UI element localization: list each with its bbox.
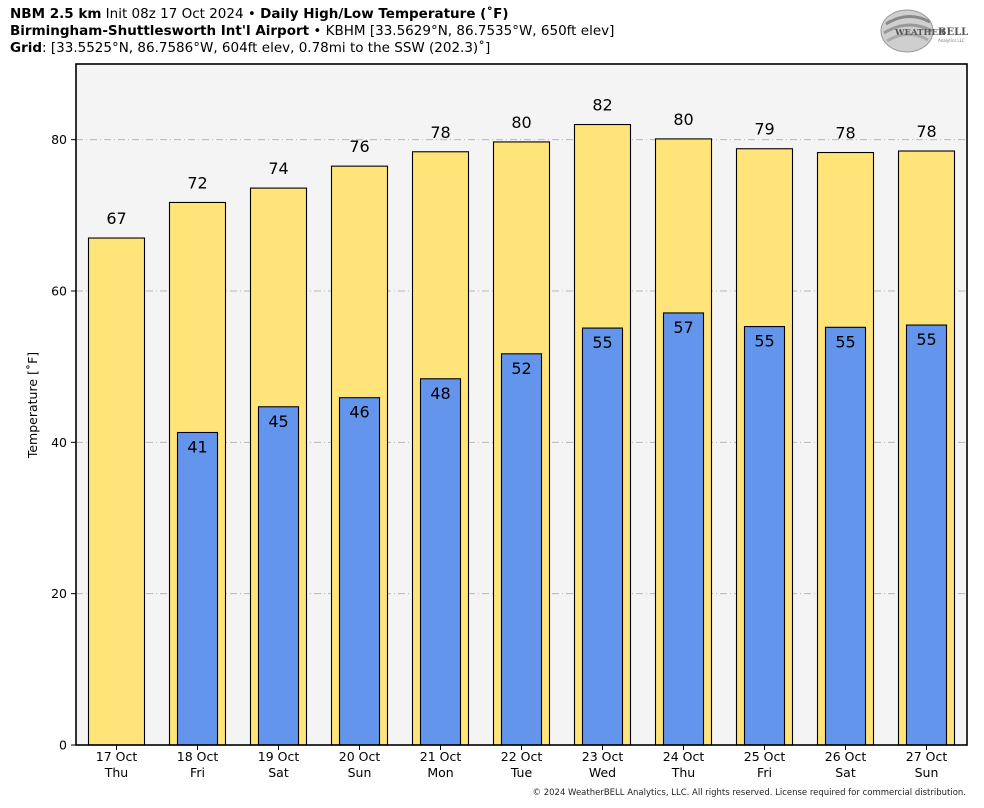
- x-tick-day: Thu: [104, 765, 128, 780]
- x-tick-day: Thu: [671, 765, 695, 780]
- low-temp-bar: [419, 378, 462, 746]
- x-tick-day: Fri: [190, 765, 205, 780]
- high-temp-label: 79: [754, 120, 774, 139]
- x-tick-date: 25 Oct: [744, 749, 786, 764]
- x-tick-day: Sat: [835, 765, 856, 780]
- model-name: NBM 2.5 km: [10, 6, 102, 22]
- y-tick-label: 40: [51, 435, 67, 450]
- x-tick-date: 23 Oct: [582, 749, 624, 764]
- grid-label: Grid: [10, 40, 43, 56]
- high-temp-bar: [87, 237, 146, 746]
- low-temp-label: 48: [430, 384, 450, 403]
- y-tick-label: 60: [51, 284, 67, 299]
- logo-subtext: Analytics LLC: [938, 38, 965, 43]
- low-temp-bar: [824, 326, 867, 746]
- x-tick-day: Mon: [427, 765, 453, 780]
- init-time: Init 08z 17 Oct 2024: [101, 6, 244, 22]
- high-temp-label: 72: [187, 173, 207, 192]
- y-tick-label: 80: [51, 132, 67, 147]
- station-info: KBHM [33.5629°N, 86.7535°W, 650ft elev]: [325, 23, 615, 39]
- x-tick-day: Sun: [915, 765, 939, 780]
- x-tick-date: 24 Oct: [663, 749, 705, 764]
- station-line: Birmingham-Shuttlesworth Int'l Airport •…: [10, 23, 614, 40]
- low-temp-label: 46: [349, 403, 369, 422]
- x-tick-date: 22 Oct: [501, 749, 543, 764]
- low-temp-bar: [581, 327, 624, 746]
- station-name: Birmingham-Shuttlesworth Int'l Airport: [10, 23, 310, 39]
- x-tick-date: 26 Oct: [825, 749, 867, 764]
- product-name: Daily High/Low Temperature (˚F): [260, 6, 509, 22]
- low-temp-label: 55: [835, 332, 855, 351]
- logo-text-bell: BELL: [938, 27, 968, 38]
- y-tick-label: 0: [59, 738, 67, 753]
- low-temp-label: 52: [511, 359, 531, 378]
- x-tick-day: Tue: [510, 765, 533, 780]
- high-temp-label: 78: [835, 124, 855, 143]
- y-axis-label: Temperature [˚F]: [25, 352, 40, 459]
- low-temp-bar: [176, 431, 219, 746]
- high-temp-label: 80: [673, 110, 693, 129]
- copyright-footer: © 2024 WeatherBELL Analytics, LLC. All r…: [532, 788, 966, 798]
- low-temp-bar: [743, 326, 786, 746]
- x-tick-day: Wed: [589, 765, 616, 780]
- x-tick-date: 17 Oct: [96, 749, 138, 764]
- high-temp-label: 78: [916, 122, 936, 141]
- low-temp-bar: [500, 353, 543, 746]
- high-temp-label: 80: [511, 113, 531, 132]
- low-temp-bar: [905, 324, 948, 746]
- high-temp-label: 74: [268, 159, 288, 178]
- low-temp-label: 41: [187, 437, 207, 456]
- high-temp-label: 78: [430, 123, 450, 142]
- high-temp-label: 76: [349, 137, 369, 156]
- logo-text-weather: WEATHER: [894, 28, 946, 38]
- x-tick-date: 27 Oct: [906, 749, 948, 764]
- x-tick-day: Sat: [268, 765, 289, 780]
- separator: •: [243, 6, 261, 22]
- separator: •: [309, 23, 326, 39]
- high-temp-label: 82: [592, 96, 612, 115]
- title-line: NBM 2.5 km Init 08z 17 Oct 2024 • Daily …: [10, 6, 509, 23]
- x-tick-date: 20 Oct: [339, 749, 381, 764]
- x-tick-day: Fri: [757, 765, 772, 780]
- low-temp-label: 57: [673, 318, 693, 337]
- x-tick-date: 18 Oct: [177, 749, 219, 764]
- low-temp-label: 55: [754, 332, 774, 351]
- low-temp-label: 45: [268, 412, 288, 431]
- grid-line: Grid: [33.5525°N, 86.7586°W, 604ft elev,…: [10, 40, 490, 57]
- grid-info: : [33.5525°N, 86.7586°W, 604ft elev, 0.7…: [42, 40, 491, 56]
- low-temp-bar: [338, 397, 381, 746]
- x-tick-date: 21 Oct: [420, 749, 462, 764]
- low-temp-bar: [257, 406, 300, 746]
- x-tick-day: Sun: [348, 765, 372, 780]
- y-tick-label: 20: [51, 586, 67, 601]
- low-temp-label: 55: [916, 330, 936, 349]
- low-temp-bar: [662, 312, 705, 746]
- weatherbell-logo: WEATHER BELL Analytics LLC: [880, 9, 968, 53]
- high-temp-label: 67: [106, 209, 126, 228]
- low-temp-label: 55: [592, 333, 612, 352]
- x-tick-date: 19 Oct: [258, 749, 300, 764]
